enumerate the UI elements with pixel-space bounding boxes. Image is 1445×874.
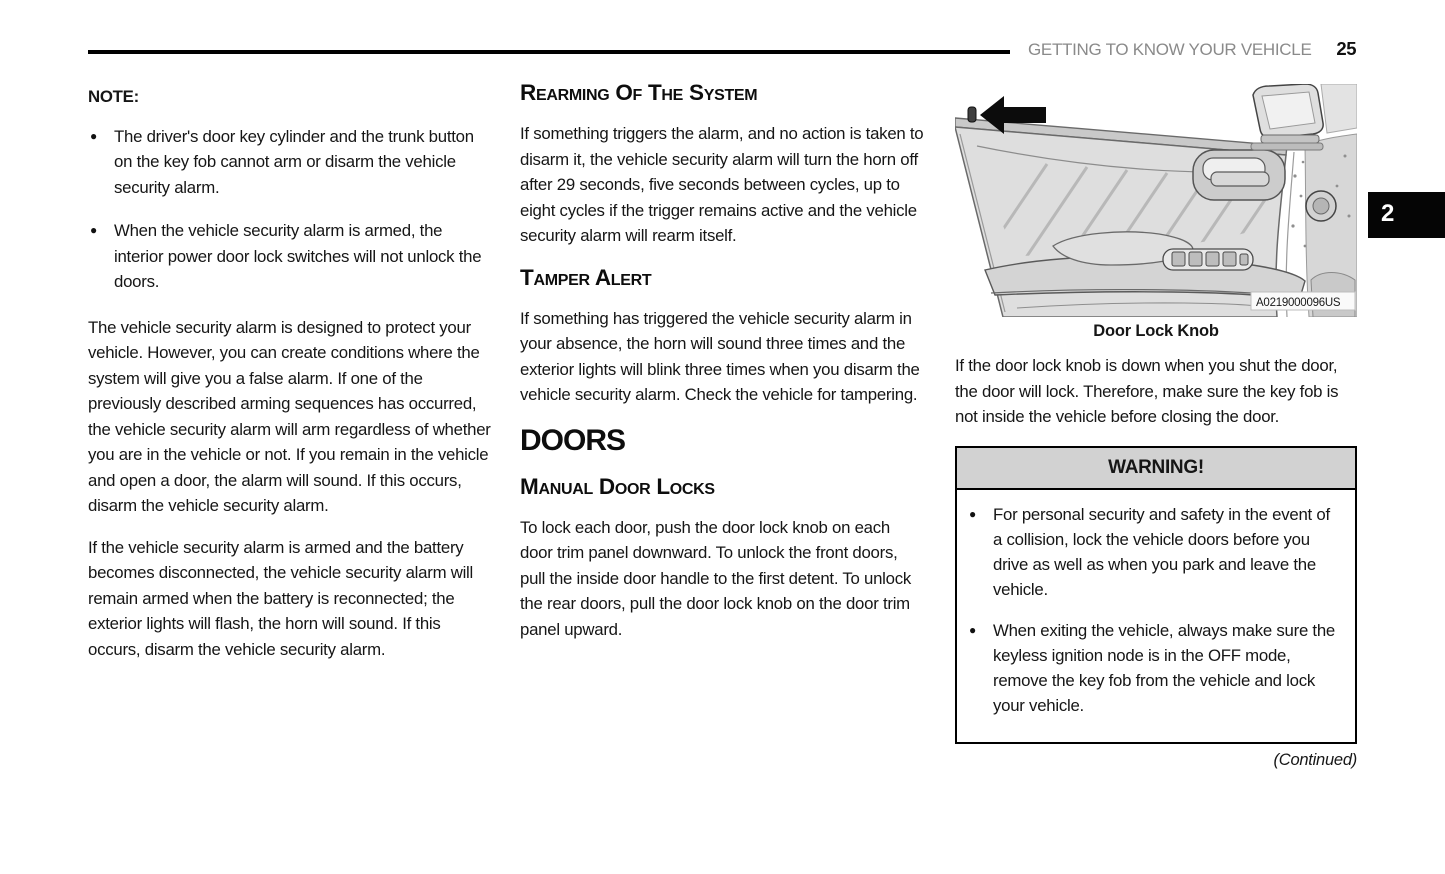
note-bullet-text: When the vehicle security alarm is armed… bbox=[114, 221, 482, 291]
body-paragraph: If something has triggered the vehicle s… bbox=[520, 308, 920, 405]
warning-bullet-text: When exiting the vehicle, always make su… bbox=[993, 620, 1336, 715]
a-pillar bbox=[1320, 84, 1357, 134]
door-lock-knob-figure: A0219000096US bbox=[955, 84, 1357, 317]
section-tamper-alert: Tamper Alert If something has triggered … bbox=[520, 265, 924, 408]
door-handle-lever bbox=[1210, 171, 1270, 187]
page-header: GETTING TO KNOW YOUR VEHICLE 25 bbox=[1028, 38, 1356, 60]
figure-caption: Door Lock Knob bbox=[1093, 322, 1219, 340]
header-rule bbox=[88, 50, 1010, 54]
watermark-plate bbox=[1250, 291, 1356, 311]
door-lock-knob bbox=[967, 106, 977, 123]
window-switches bbox=[1171, 251, 1249, 267]
warning-title: WARNING! bbox=[957, 447, 1355, 490]
note-label: NOTE: bbox=[88, 87, 139, 106]
middle-column: Rearming Of The System If something trig… bbox=[520, 80, 924, 658]
body-paragraph: If the vehicle security alarm is armed a… bbox=[88, 537, 474, 659]
note-bullet: When the vehicle security alarm is armed… bbox=[88, 218, 492, 295]
warning-box: WARNING! For personal security and safet… bbox=[955, 445, 1357, 744]
continued-note: (Continued) bbox=[1273, 750, 1358, 769]
section-heading: Tamper Alert bbox=[520, 264, 652, 290]
figure-watermark: A0219000096US bbox=[1256, 297, 1341, 309]
mirror-glass bbox=[1261, 91, 1316, 130]
note-bullet-text: The driver's door key cylinder and the t… bbox=[114, 126, 474, 197]
speaker-inner bbox=[1312, 197, 1330, 215]
section-manual-door-locks: Manual Door Locks To lock each door, pus… bbox=[520, 474, 924, 643]
right-column: A0219000096US Door Lock Knob If the door… bbox=[955, 84, 1357, 773]
section-heading: Rearming Of The System bbox=[520, 80, 758, 105]
section-title: GETTING TO KNOW YOUR VEHICLE bbox=[1028, 40, 1312, 59]
section-heading: Manual Door Locks bbox=[520, 473, 715, 499]
texture-speckles bbox=[1291, 154, 1351, 286]
left-column: NOTE: The driver's door key cylinder and… bbox=[88, 84, 492, 678]
body-paragraph: If the door lock knob is down when you s… bbox=[955, 356, 1339, 426]
mirror-base bbox=[1260, 134, 1320, 144]
sill-garnish bbox=[1250, 142, 1324, 151]
warning-bullet: For personal security and safety in the … bbox=[967, 502, 1343, 602]
body-paragraph: The vehicle security alarm is designed t… bbox=[88, 317, 491, 516]
door-illustration: A0219000096US bbox=[955, 84, 1357, 317]
warning-body: For personal security and safety in the … bbox=[957, 490, 1355, 742]
warning-bullet: When exiting the vehicle, always make su… bbox=[967, 618, 1343, 718]
callout-arrow-icon bbox=[980, 96, 1046, 134]
page-number: 25 bbox=[1336, 38, 1356, 59]
warning-bullet-text: For personal security and safety in the … bbox=[993, 504, 1330, 599]
note-bullet: The driver's door key cylinder and the t… bbox=[88, 124, 492, 201]
body-paragraph: If something triggers the alarm, and no … bbox=[520, 124, 924, 245]
chapter-heading: DOORS bbox=[520, 423, 626, 457]
chapter-tab: 2 bbox=[1368, 192, 1445, 238]
section-rearming: Rearming Of The System If something trig… bbox=[520, 80, 924, 249]
body-paragraph: To lock each door, push the door lock kn… bbox=[520, 517, 912, 639]
